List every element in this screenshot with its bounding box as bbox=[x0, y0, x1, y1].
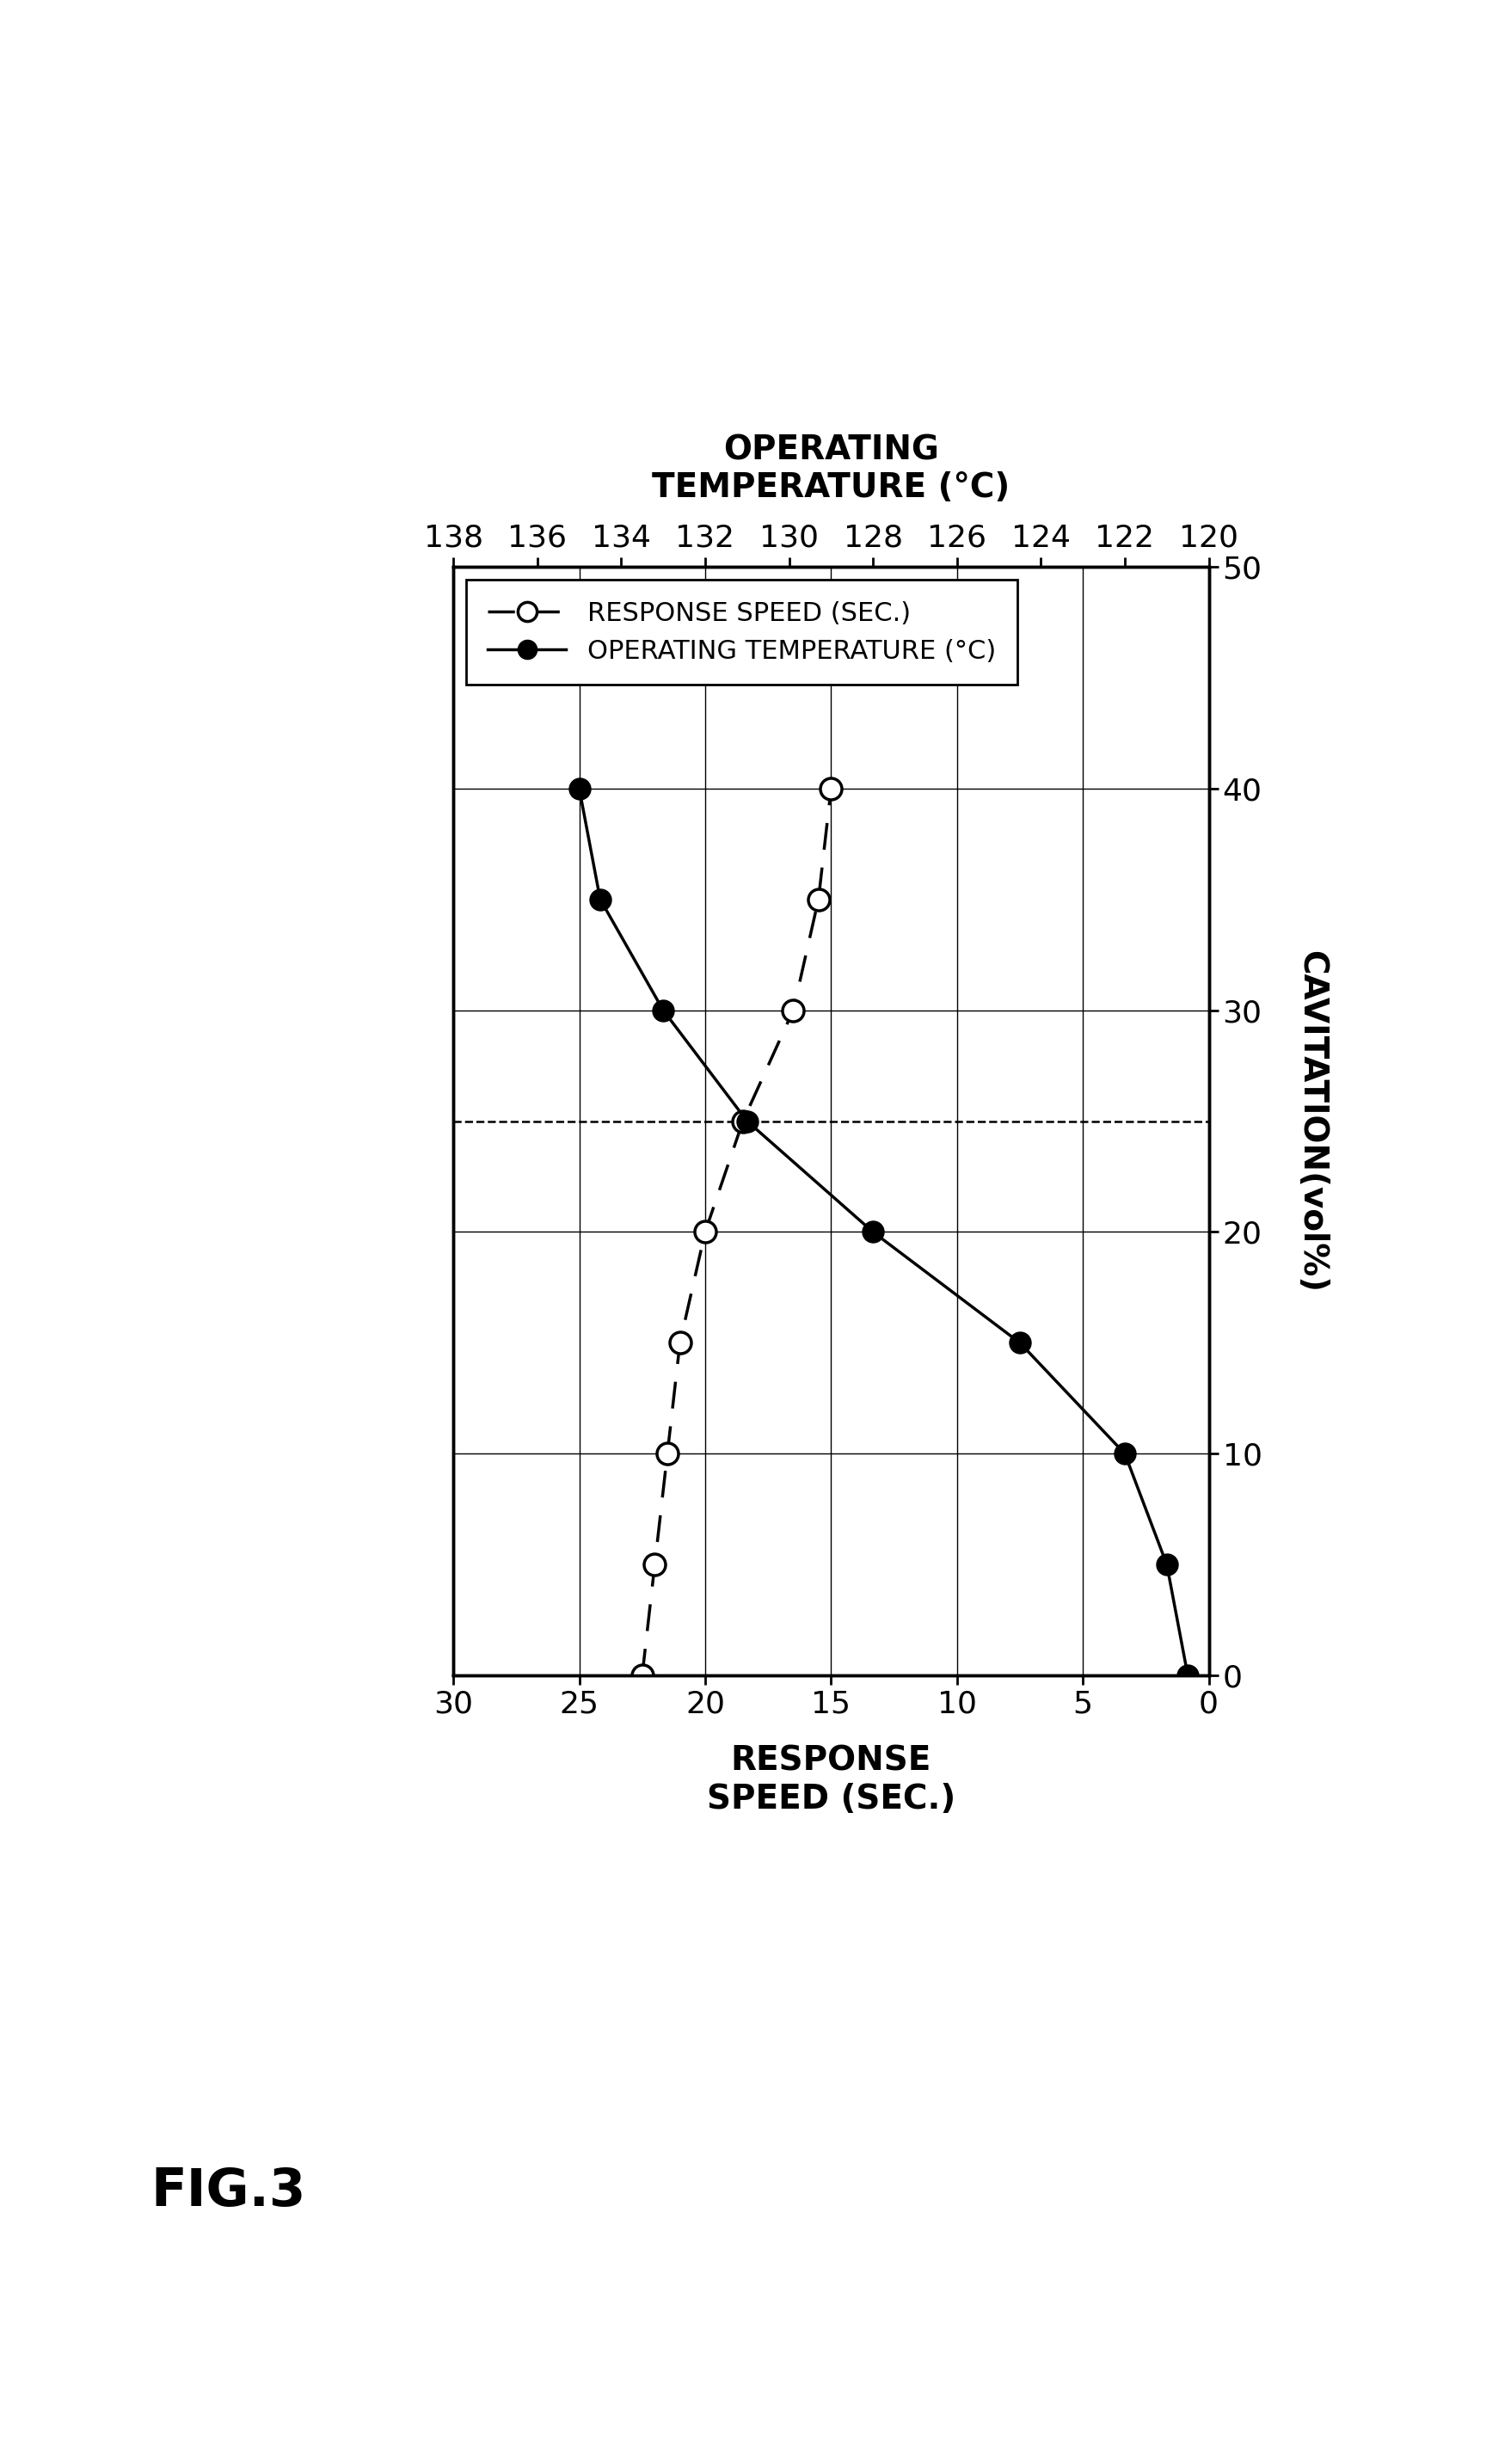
X-axis label: OPERATING
TEMPERATURE (°C): OPERATING TEMPERATURE (°C) bbox=[653, 434, 1009, 505]
Y-axis label: CAVITATION(vol%): CAVITATION(vol%) bbox=[1295, 951, 1328, 1291]
X-axis label: RESPONSE
SPEED (SEC.): RESPONSE SPEED (SEC.) bbox=[707, 1745, 955, 1816]
Text: FIG.3: FIG.3 bbox=[151, 2166, 307, 2218]
Legend: RESPONSE SPEED (SEC.), OPERATING TEMPERATURE (°C): RESPONSE SPEED (SEC.), OPERATING TEMPERA… bbox=[467, 579, 1017, 685]
